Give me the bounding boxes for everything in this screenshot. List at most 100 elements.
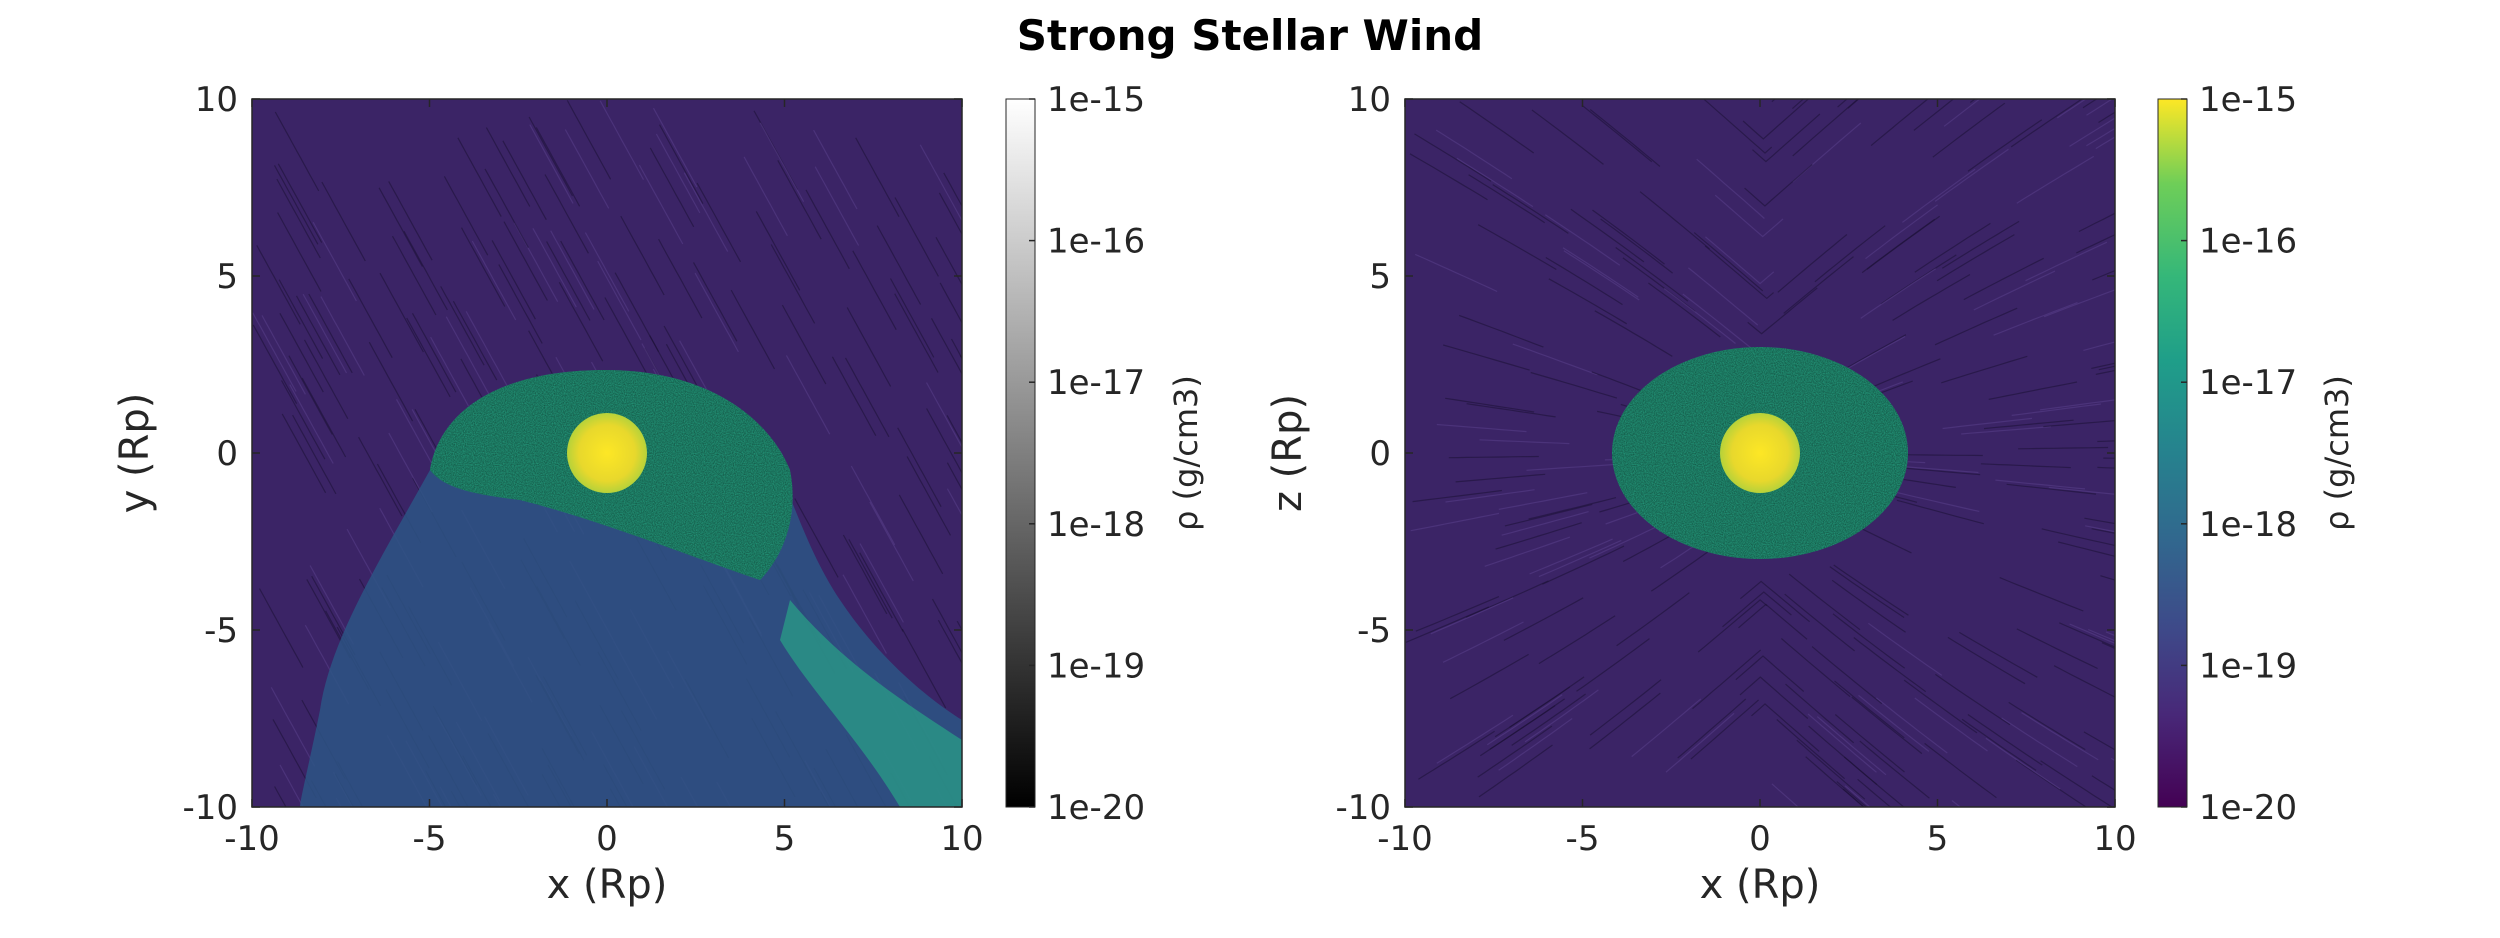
x-ticks-left: -10 -5 0 5 10 xyxy=(224,99,984,859)
streamline xyxy=(848,539,893,619)
streamline xyxy=(1688,267,1759,326)
streamline xyxy=(2092,269,2115,281)
streamline xyxy=(388,181,433,261)
streamline xyxy=(1692,649,1762,710)
streamline xyxy=(2095,369,2115,375)
streamline xyxy=(1703,99,1773,154)
streamline xyxy=(535,127,581,207)
x-tick-label: -5 xyxy=(413,819,447,859)
streamline xyxy=(256,245,301,325)
streamline xyxy=(1738,603,1808,640)
streamline xyxy=(301,377,347,458)
streamline xyxy=(1542,545,1625,585)
streamline xyxy=(1935,673,2011,726)
streamline xyxy=(1531,109,1604,165)
streamline xyxy=(1468,174,1546,224)
streamline xyxy=(1479,439,1570,445)
streamline xyxy=(959,355,962,360)
streamline xyxy=(281,413,327,494)
streamline xyxy=(926,408,962,475)
streamline xyxy=(1836,781,1868,807)
streamline xyxy=(2001,717,2078,768)
streamline xyxy=(901,628,947,709)
streamline xyxy=(946,462,962,491)
streamline xyxy=(528,116,574,197)
streamline xyxy=(2015,759,2088,807)
streamline xyxy=(2043,420,2115,428)
streamline xyxy=(794,498,839,578)
y-tick-label: 10 xyxy=(195,80,238,120)
streamline xyxy=(859,552,904,632)
streamline xyxy=(1999,577,2084,612)
streamline xyxy=(2006,483,2097,495)
streamline xyxy=(544,174,589,254)
streamline xyxy=(805,189,850,270)
streamline xyxy=(1969,99,1976,103)
streamline xyxy=(1705,236,1775,285)
streamline xyxy=(1980,463,2071,469)
streamline xyxy=(1456,157,1534,208)
streamline xyxy=(1503,597,1584,641)
streamline xyxy=(658,238,703,319)
streamline xyxy=(604,297,649,377)
streamline xyxy=(258,588,304,668)
streamline xyxy=(2084,517,2115,525)
streamline xyxy=(1792,99,1859,157)
streamline xyxy=(938,192,962,236)
streamline xyxy=(1466,403,1556,418)
colorbar-tick-label: 1e-15 xyxy=(1047,80,1145,120)
x-tick-label: -10 xyxy=(224,819,280,859)
streamline xyxy=(1545,256,1623,306)
streamline xyxy=(597,260,642,341)
streamline xyxy=(842,534,888,615)
x-tick-label: 10 xyxy=(940,819,983,859)
colorbar-label-right: ρ (g/cm3) xyxy=(2318,375,2356,531)
streamline xyxy=(2010,99,2084,148)
streamline xyxy=(335,797,342,807)
streamline xyxy=(1788,573,1861,631)
streamline xyxy=(564,129,610,209)
streamline xyxy=(1831,579,1906,633)
streamline xyxy=(652,107,698,188)
streamline xyxy=(1785,683,1855,744)
streamline xyxy=(831,356,877,436)
streamline xyxy=(503,221,548,301)
streamline xyxy=(279,313,324,393)
streamline xyxy=(280,380,326,460)
streamline xyxy=(2069,623,2115,645)
streamline xyxy=(1811,646,1883,705)
streamline xyxy=(491,240,536,320)
streamline xyxy=(1947,636,2026,685)
streamline xyxy=(443,176,489,256)
streamline xyxy=(252,312,297,392)
streamline xyxy=(1936,234,2015,282)
streamline xyxy=(532,228,577,308)
x-tick-label: 5 xyxy=(774,819,796,859)
streamline xyxy=(1983,419,2074,430)
streamline xyxy=(1489,698,1565,750)
streamline xyxy=(498,264,543,344)
streamline xyxy=(403,230,448,311)
wind-tail-edge xyxy=(780,600,962,807)
streamline xyxy=(1548,278,1628,325)
streamline xyxy=(692,262,738,342)
streamline xyxy=(1562,247,1639,298)
streamline xyxy=(1739,676,1809,719)
streamline xyxy=(1851,696,1923,755)
y-tick-label: -5 xyxy=(204,611,238,651)
streamline xyxy=(2082,99,2098,109)
streamline xyxy=(1501,511,1589,536)
streamline xyxy=(1988,381,2078,400)
streamline xyxy=(276,178,321,259)
streamline xyxy=(274,111,320,192)
streamline xyxy=(2008,701,2086,751)
colorbar-tick-label: 1e-18 xyxy=(1047,505,1145,545)
streamline xyxy=(1415,596,1500,632)
streamline xyxy=(1410,512,1500,532)
streamline xyxy=(1853,637,1927,693)
y-tick-label: -5 xyxy=(1357,611,1391,651)
y-tick-label: 5 xyxy=(1369,257,1391,297)
streamline xyxy=(1477,725,1553,778)
streamline xyxy=(1805,756,1865,807)
streamline xyxy=(889,278,935,358)
